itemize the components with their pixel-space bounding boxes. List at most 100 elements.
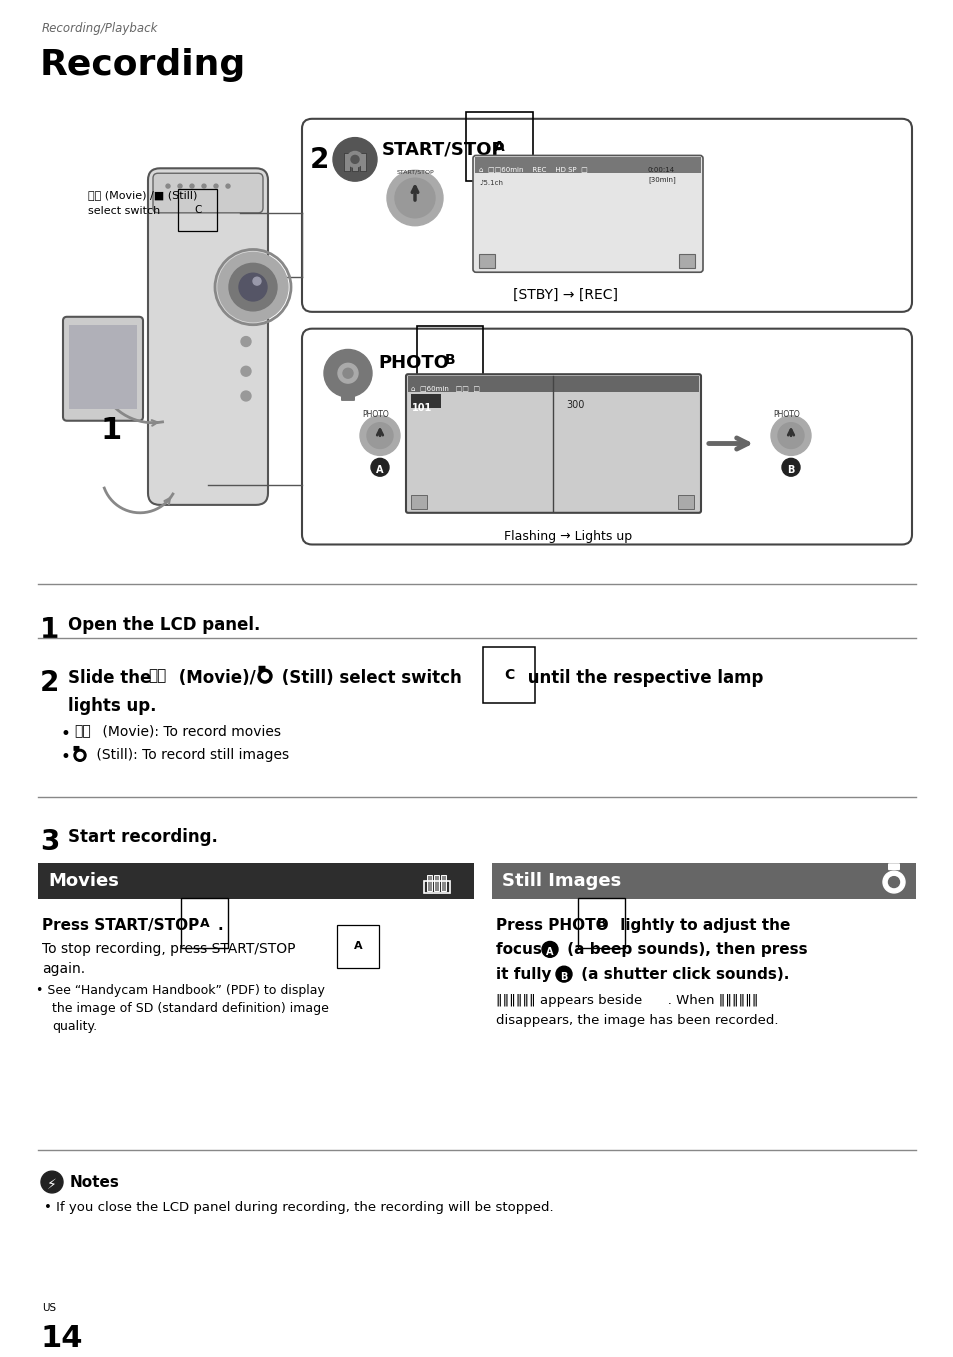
Circle shape [166,185,170,189]
Circle shape [253,277,261,285]
Bar [408,376,699,392]
Text: 300: 300 [565,400,584,410]
Text: A: A [546,947,553,957]
Text: (Still): To record still images: (Still): To record still images [91,749,289,763]
Text: lights up.: lights up. [68,697,156,715]
Text: [STBY] → [REC]: [STBY] → [REC] [513,288,618,303]
Text: B: B [559,972,567,982]
Bar [475,157,700,174]
Text: ⚡: ⚡ [47,1178,57,1191]
Text: Slide the: Slide the [68,669,157,687]
Text: it fully: it fully [496,968,557,982]
Circle shape [351,156,358,163]
Circle shape [74,749,86,761]
Text: PHOTO: PHOTO [772,410,799,419]
Circle shape [541,942,558,957]
Text: 3: 3 [40,828,59,856]
Text: 1: 1 [100,415,121,445]
Text: •: • [60,749,70,767]
Bar [359,153,366,171]
Text: (a shutter click sounds).: (a shutter click sounds). [576,968,788,982]
Text: ‖‖‖‖‖‖ appears beside      . When ‖‖‖‖‖‖: ‖‖‖‖‖‖ appears beside . When ‖‖‖‖‖‖ [496,993,758,1007]
Circle shape [178,185,182,189]
FancyBboxPatch shape [340,392,355,400]
Text: • See “Handycam Handbook” (PDF) to display: • See “Handycam Handbook” (PDF) to displ… [36,984,325,997]
Text: To stop recording, press START/STOP: To stop recording, press START/STOP [42,943,299,957]
Text: ⌂  □60min   □□  □: ⌂ □60min □□ □ [411,385,479,391]
Circle shape [261,673,268,680]
Text: ⬜⬜: ⬜⬜ [148,668,166,683]
Circle shape [359,415,399,456]
Circle shape [343,368,353,379]
Text: disappears, the image has been recorded.: disappears, the image has been recorded. [496,1014,778,1027]
Text: US: US [42,1303,56,1312]
Text: the image of SD (standard definition) image: the image of SD (standard definition) im… [52,1001,329,1015]
Circle shape [229,263,276,311]
FancyBboxPatch shape [473,156,702,273]
Text: Movies: Movies [48,873,119,890]
Text: B: B [444,353,456,368]
Bar [440,875,446,892]
Text: 101: 101 [412,403,432,413]
Text: A: A [354,942,362,951]
Text: • If you close the LCD panel during recording, the recording will be stopped.: • If you close the LCD panel during reco… [44,1201,553,1215]
Text: ♪5.1ch: ♪5.1ch [478,180,502,186]
Text: 2: 2 [40,669,59,697]
Text: (Still) select switch: (Still) select switch [275,669,467,687]
Circle shape [202,185,206,189]
Text: START/STOP: START/STOP [395,170,434,174]
Circle shape [333,137,376,182]
Text: again.: again. [42,962,85,976]
Text: PHOTO: PHOTO [377,354,449,372]
Text: •: • [60,725,70,742]
Circle shape [241,366,251,376]
Text: lightly to adjust the: lightly to adjust the [615,917,789,932]
Text: Start recording.: Start recording. [68,828,217,845]
Bar [679,254,695,269]
Text: 2: 2 [310,145,329,174]
Text: 14: 14 [40,1323,82,1353]
Text: [30min]: [30min] [647,176,675,183]
Text: focus: focus [496,943,547,958]
Circle shape [257,669,272,683]
Circle shape [218,252,288,322]
Text: START/STOP: START/STOP [381,141,505,159]
Circle shape [239,273,267,301]
Text: .: . [218,917,223,932]
Text: (Movie)/: (Movie)/ [172,669,255,687]
FancyBboxPatch shape [887,863,899,870]
FancyBboxPatch shape [302,119,911,312]
Bar [344,153,350,171]
Text: select switch: select switch [88,206,164,216]
Bar [69,324,137,408]
Text: Press START/STOP: Press START/STOP [42,917,204,932]
Circle shape [190,185,193,189]
Circle shape [324,350,372,398]
Circle shape [337,364,357,383]
Bar [423,881,450,893]
Text: Flashing → Lights up: Flashing → Lights up [503,529,632,543]
Text: A: A [494,140,504,153]
FancyBboxPatch shape [148,168,268,505]
Circle shape [213,185,218,189]
Text: C: C [503,668,514,683]
FancyBboxPatch shape [152,174,263,213]
FancyBboxPatch shape [73,746,79,750]
Circle shape [387,170,442,225]
Text: A: A [375,465,383,475]
Text: Open the LCD panel.: Open the LCD panel. [68,616,260,634]
Circle shape [347,152,363,167]
Circle shape [367,423,393,448]
Text: B: B [786,465,794,475]
Text: Recording/Playback: Recording/Playback [42,22,158,35]
Circle shape [781,459,800,476]
Bar [478,254,495,269]
Text: Recording: Recording [40,47,246,81]
Text: B: B [597,917,606,930]
Circle shape [882,871,904,893]
Circle shape [41,1171,63,1193]
Bar [38,863,474,898]
FancyBboxPatch shape [302,328,911,544]
Text: (a beep sounds), then press: (a beep sounds), then press [561,943,807,958]
Text: ⌂  □□60min    REC    HD SP  □: ⌂ □□60min REC HD SP □ [478,167,587,172]
